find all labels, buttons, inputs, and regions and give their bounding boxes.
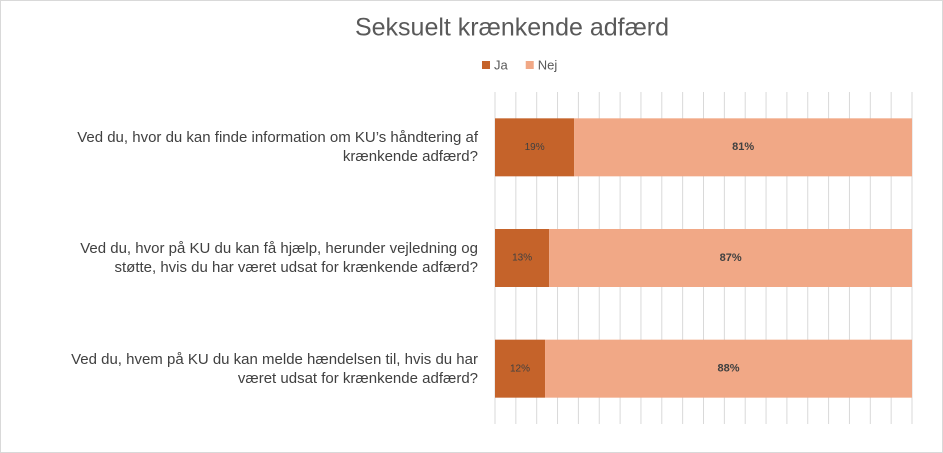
data-label: 12% [510, 363, 530, 374]
category-label: Ved du, hvor på KU du kan få hjælp, heru… [80, 240, 478, 276]
bar-segment [495, 118, 575, 177]
bar-segment [545, 339, 912, 398]
bar-segment [495, 229, 550, 287]
bar-segment [495, 339, 546, 398]
chart-title: Seksuelt krænkende adfærd [355, 14, 669, 42]
category-label: Ved du, hvem på KU du kan melde hændelse… [71, 350, 478, 387]
data-label: 19% [525, 142, 545, 153]
data-label: 87% [720, 252, 742, 264]
bar-segment [549, 229, 912, 287]
data-label: 81% [732, 141, 754, 153]
legend-swatch [525, 61, 534, 69]
category-label: Ved du, hvor du kan finde information om… [77, 129, 478, 166]
data-label: 13% [512, 253, 532, 264]
legend-label: Nej [538, 57, 558, 72]
data-label: 88% [718, 363, 740, 375]
bar-segment [574, 118, 912, 177]
legend-swatch [482, 61, 490, 69]
legend-label: Ja [494, 57, 509, 72]
